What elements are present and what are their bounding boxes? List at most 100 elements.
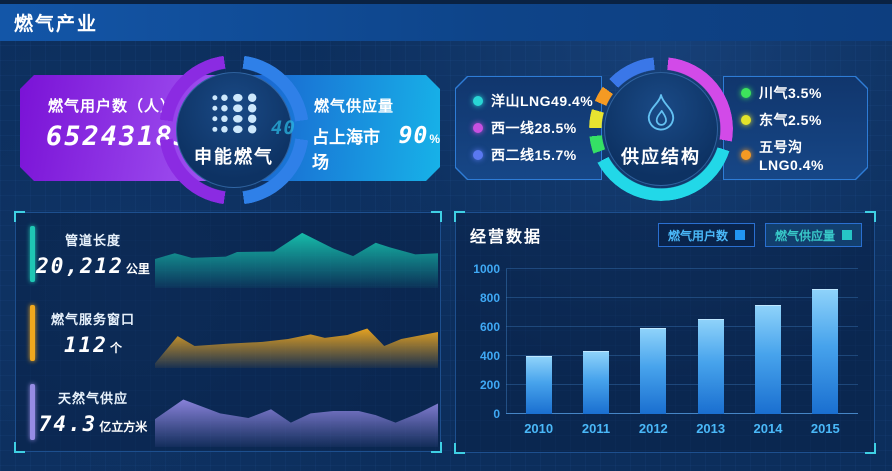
pipeline_trend-area-chart <box>155 233 438 289</box>
metric-row-supply_trend: 天然气供应 74.3 亿立方米 <box>16 372 440 451</box>
business-bar-chart: 2010 2011 2012 2013 2014 2015 0 200 400 600 800 10… <box>470 257 864 440</box>
x-tick-label: 2010 <box>524 421 554 436</box>
x-tick-label: 2014 <box>753 421 783 436</box>
metric-color-bar <box>30 225 35 282</box>
legend-label: 东气2.5% <box>759 112 822 128</box>
legend-label: 西一线28.5% <box>491 120 577 136</box>
business-panel-title: 经营数据 <box>470 229 543 246</box>
corner-bracket <box>14 211 25 222</box>
supply-structure-ring: 供应结构 <box>589 57 733 201</box>
gridline <box>506 355 858 356</box>
legend-swatch-icon <box>734 230 745 240</box>
legend-label: 西二线15.7% <box>491 147 577 163</box>
metric-text: 天然气供应 74.3 亿立方米 <box>35 376 151 449</box>
legend-item: 西二线15.7% <box>456 145 601 165</box>
metric-chart <box>151 376 440 449</box>
ring-watermark: 40 <box>271 117 296 139</box>
metric-value: 20,212 公里 <box>36 253 150 278</box>
corner-bracket <box>14 442 25 453</box>
metric-label: 管道长度 <box>64 232 121 248</box>
company-circle: 申能燃气 <box>176 72 292 188</box>
y-tick-label: 800 <box>479 291 500 305</box>
bar-2013[interactable] <box>697 319 724 414</box>
legend-item: 川气3.5% <box>724 83 867 103</box>
flame-icon <box>647 93 675 130</box>
metric-label: 燃气服务窗口 <box>50 311 135 327</box>
legend-item: 西一线28.5% <box>456 118 601 138</box>
gas-supply-label: 燃气供应量 <box>314 98 395 115</box>
metric-color-bar <box>30 304 35 361</box>
x-axis-labels: 2010 2011 2012 2013 2014 2015 <box>506 418 858 440</box>
bar-chart-plot <box>506 268 858 414</box>
supply-prefix: 占上海市场 <box>312 128 380 172</box>
legend-button-label: 燃气用户数 <box>667 228 728 243</box>
legend-label: 洋山LNG49.4% <box>491 93 594 109</box>
bar-2012[interactable] <box>640 328 667 414</box>
metric-value: 112 个 <box>64 332 122 357</box>
legend-dot-icon <box>473 123 483 133</box>
corner-bracket <box>454 443 465 454</box>
metric-label: 天然气供应 <box>57 391 128 407</box>
structure-legend-left-body: 洋山LNG49.4% 西一线28.5% 西二线15.7% <box>456 77 601 179</box>
gas-supply-value: 占上海市场 90% <box>312 123 440 173</box>
metric-value: 74.3 亿立方米 <box>38 412 148 437</box>
bar-2011[interactable] <box>582 350 609 414</box>
y-tick-label: 600 <box>479 320 500 334</box>
bars-group <box>506 269 858 414</box>
y-tick-label: 400 <box>479 349 500 363</box>
legend-dot-icon <box>741 150 751 160</box>
metric-chart <box>151 296 440 369</box>
y-axis-line <box>506 269 507 414</box>
legend-button[interactable]: 燃气用户数 <box>657 223 755 247</box>
supply_trend-area-chart <box>155 399 438 447</box>
legend-dot-icon <box>473 150 483 160</box>
corner-bracket <box>431 211 442 222</box>
gridline <box>506 413 858 414</box>
page-title: 燃气产业 <box>14 14 99 35</box>
structure-circle: 供应结构 <box>604 72 718 186</box>
legend-swatch-icon <box>842 230 852 240</box>
metrics-panel: 管道长度 20,212 公里燃气服务窗口 112 个天然气供应 74.3 亿立方米 <box>14 211 442 453</box>
business-panel: 经营数据 燃气用户数 燃气供应量 2010 2011 2012 2013 2014 2015… <box>454 211 876 454</box>
bar-2014[interactable] <box>754 305 781 414</box>
corner-bracket <box>431 442 442 453</box>
page-header: 燃气产业 <box>0 0 892 41</box>
y-tick-label: 0 <box>493 407 500 421</box>
corner-bracket <box>865 211 876 222</box>
legend-button-label: 燃气供应量 <box>774 228 835 243</box>
metric-text: 管道长度 20,212 公里 <box>35 217 151 290</box>
metric-color-bar <box>30 384 35 441</box>
y-tick-label: 200 <box>479 378 500 392</box>
metric-chart <box>151 217 440 290</box>
bar-2015[interactable] <box>812 289 839 414</box>
company-name: 申能燃气 <box>194 146 274 167</box>
structure-legend-right-body: 川气3.5% 东气2.5% 五号沟LNG0.4% <box>724 77 867 179</box>
legend-button[interactable]: 燃气供应量 <box>764 223 862 247</box>
corner-bracket <box>454 211 465 222</box>
bar-2010[interactable] <box>525 356 552 414</box>
legend-item: 五号沟LNG0.4% <box>724 137 867 173</box>
legend-item: 东气2.5% <box>724 110 867 130</box>
supply-unit: % <box>429 132 440 146</box>
x-tick-label: 2011 <box>581 421 611 436</box>
company-ring: 申能燃气 <box>159 55 309 205</box>
legend-dot-icon <box>741 88 751 98</box>
business-panel-header: 经营数据 燃气用户数 燃气供应量 <box>456 213 874 247</box>
gridline <box>506 297 858 298</box>
gas-users-label: 燃气用户数（人） <box>48 98 177 115</box>
gridline <box>506 268 858 269</box>
legend-item: 洋山LNG49.4% <box>456 91 601 111</box>
x-tick-label: 2012 <box>638 421 668 436</box>
metric-text: 燃气服务窗口 112 个 <box>35 296 151 369</box>
legend-dot-icon <box>741 115 751 125</box>
x-tick-label: 2015 <box>810 421 840 436</box>
corner-bracket <box>865 443 876 454</box>
gridline <box>506 384 858 385</box>
structure-legend-left: 洋山LNG49.4% 西一线28.5% 西二线15.7% <box>455 76 602 180</box>
legend-label: 川气3.5% <box>759 85 822 101</box>
y-tick-label: 1000 <box>473 262 500 276</box>
legend-dot-icon <box>473 96 483 106</box>
service_trend-area-chart <box>155 328 438 368</box>
metric-row-service_trend: 燃气服务窗口 112 个 <box>16 292 440 371</box>
